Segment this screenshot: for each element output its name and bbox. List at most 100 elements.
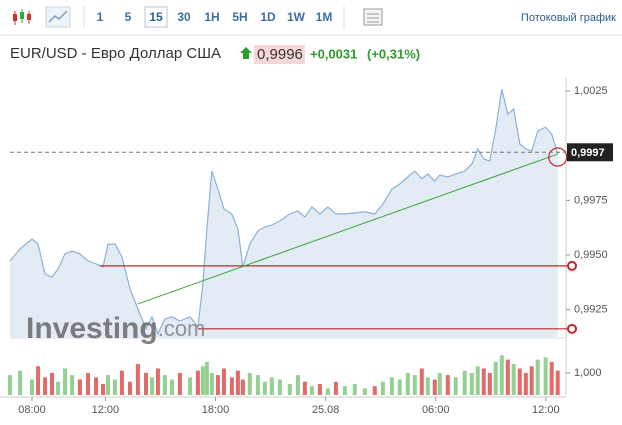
x-tick-label: 12:00	[532, 404, 560, 416]
last-price-label: 0,9997	[571, 147, 605, 159]
x-tick-label: 08:00	[18, 404, 46, 416]
volume-bar	[150, 377, 155, 395]
volume-bar	[221, 368, 226, 395]
volume-bar	[517, 368, 522, 395]
volume-bar	[36, 366, 41, 395]
trend-line	[137, 153, 558, 305]
volume-bar	[43, 377, 48, 395]
interval-button[interactable]: 1W	[287, 10, 306, 24]
selected-interval-box	[144, 6, 168, 28]
volume-bar	[325, 388, 330, 395]
volume-bar	[170, 379, 175, 395]
last-price-box	[567, 143, 613, 162]
interval-button[interactable]: 1H	[204, 10, 219, 24]
interval-button[interactable]: 1	[97, 10, 104, 24]
volume-bar	[543, 357, 548, 395]
volume-bar	[342, 386, 347, 395]
icon-part	[48, 10, 68, 23]
volume-bar	[255, 375, 260, 395]
price: 0,9996	[257, 46, 303, 63]
table-icon[interactable]	[363, 8, 383, 26]
line-handle	[567, 260, 577, 271]
volume-bar	[30, 379, 35, 395]
volume-bar	[56, 381, 61, 395]
volume-bar	[188, 377, 193, 395]
x-tick-label: 06:00	[422, 404, 450, 416]
volume-bar	[389, 377, 394, 395]
volume-bar	[155, 368, 160, 395]
symbol-title: EUR/USD - Евро Доллар США	[10, 45, 221, 62]
volume-bar	[453, 377, 458, 395]
volume-bar	[277, 379, 282, 395]
volume-bar	[247, 372, 252, 395]
volume-bar	[505, 359, 510, 395]
volume-bar	[215, 375, 220, 395]
volume-bar	[523, 372, 528, 395]
volume-bar	[493, 361, 498, 395]
volume-bar	[397, 379, 402, 395]
volume-bar	[487, 372, 492, 395]
x-tick-label: 12:00	[92, 404, 120, 416]
interval-button[interactable]: 5H	[232, 10, 247, 24]
volume-bar	[295, 375, 300, 395]
volume-bar	[317, 383, 322, 395]
volume-tick-label: 1,000	[574, 367, 602, 379]
volume-bar	[18, 370, 23, 395]
volume-bar	[352, 383, 357, 395]
volume-bar	[63, 368, 68, 395]
y-tick-label: 1,0025	[574, 85, 608, 97]
volume-bar	[8, 375, 12, 395]
stream-chart-link[interactable]: Потоковый график	[521, 12, 616, 24]
volume-bar	[101, 383, 106, 395]
toolbar: 1 5 15 30 1H 5H 1D 1W 1M Потоковый график	[0, 6, 622, 36]
volume-bar	[105, 375, 110, 395]
icon-part	[363, 8, 383, 26]
volume-bar	[499, 355, 504, 395]
interval-button[interactable]: 1M	[316, 10, 333, 24]
volume-bar	[128, 381, 133, 395]
icon-part	[45, 6, 71, 28]
volume-bar	[469, 372, 474, 395]
volume-bar	[94, 377, 99, 395]
volume-bar	[425, 377, 430, 395]
volume-bar	[209, 372, 214, 395]
interval-button[interactable]: 15	[149, 10, 163, 24]
volume-bar	[287, 383, 292, 395]
volume-bar	[162, 375, 167, 395]
volume-bar	[362, 388, 367, 395]
volume-bar	[240, 379, 245, 395]
volume-bar	[372, 386, 377, 395]
volume-bar	[549, 361, 554, 395]
line-icon[interactable]	[45, 6, 71, 28]
volume-bar	[85, 372, 90, 395]
volume-bar	[481, 368, 486, 395]
interval-button[interactable]: 5	[125, 10, 132, 24]
candle-icon[interactable]	[13, 9, 31, 25]
volume-bar	[50, 372, 55, 395]
volume-bar	[204, 361, 209, 395]
volume-bar	[112, 379, 117, 395]
volume-bar	[119, 370, 124, 395]
price-highlight	[254, 45, 305, 64]
volume-bar	[77, 379, 82, 395]
volume-bar	[419, 368, 424, 395]
volume-bar	[462, 370, 467, 395]
volume-bar	[135, 364, 140, 395]
trend-handle	[548, 147, 568, 167]
volume-bar	[529, 366, 534, 395]
volume-bar	[333, 381, 338, 395]
quote-header: EUR/USD - Евро Доллар США 0,9996 +0,0031…	[10, 45, 420, 64]
x-tick-label: 18:00	[202, 404, 230, 416]
volume-bar	[229, 377, 234, 395]
volume-bar	[195, 370, 200, 395]
interval-button[interactable]: 1D	[260, 10, 276, 24]
x-tick-label: 25.08	[312, 404, 340, 416]
up-arrow	[240, 47, 252, 59]
volume-bar	[535, 359, 540, 395]
icon-part	[13, 14, 17, 21]
volume-bar	[262, 381, 267, 395]
watermark-brand: Investing	[26, 312, 158, 345]
interval-button[interactable]: 30	[177, 10, 191, 24]
line-handle	[567, 323, 577, 334]
